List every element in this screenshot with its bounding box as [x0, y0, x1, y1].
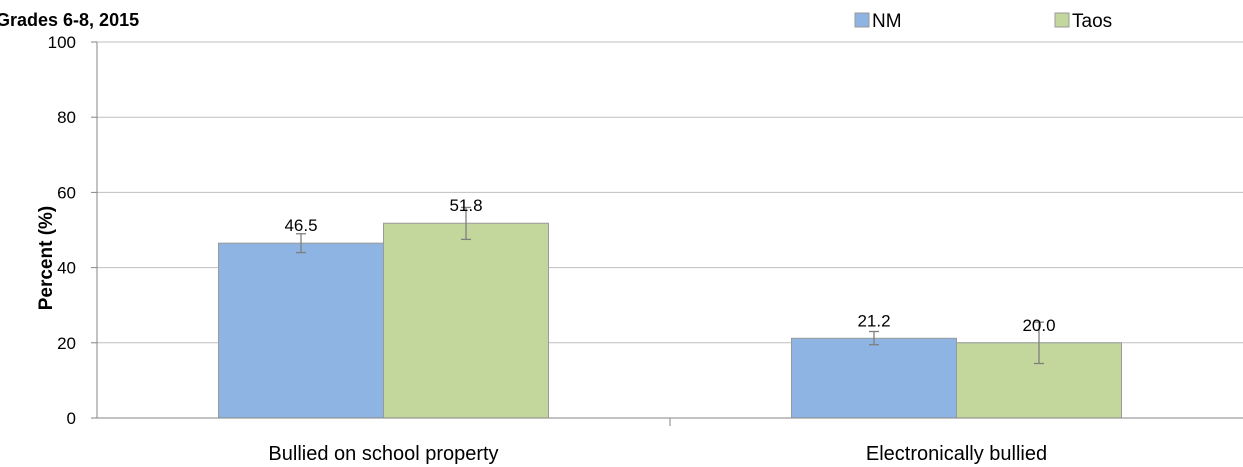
bar-nm-0 [218, 242, 384, 419]
bar-taos-0 [383, 222, 549, 419]
y-tick-label: 100 [48, 33, 76, 52]
category-label-1: Electronically bullied [866, 443, 1047, 465]
y-tick-label: 60 [57, 183, 76, 202]
bars [218, 206, 1122, 419]
labels: 46.5 51.8 Bullied on school property 21.2 20… [268, 196, 1055, 465]
y-axis-label: Percent (%) [36, 206, 57, 311]
y-tick-label: 20 [57, 334, 76, 353]
bar-nm-1 [791, 337, 957, 419]
category-label-0: Bullied on school property [268, 443, 498, 465]
legend-label-nm: NM [872, 11, 902, 32]
chart-title: Grades 6-8, 2015 [0, 10, 139, 30]
axes: 0 20 40 60 80 100 [48, 33, 1243, 428]
data-label-taos-0: 51.8 [449, 196, 482, 215]
legend-swatch-taos [1054, 12, 1070, 28]
y-tick-label: 40 [57, 259, 76, 278]
y-tick-label: 80 [57, 108, 76, 127]
legend-swatch-nm [854, 12, 870, 28]
legend: NM Taos [854, 11, 1112, 32]
data-label-nm-0: 46.5 [284, 216, 317, 235]
data-label-nm-1: 21.2 [857, 311, 890, 330]
y-tick-label: 0 [67, 409, 76, 428]
data-label-taos-1: 20.0 [1022, 316, 1055, 335]
legend-label-taos: Taos [1072, 11, 1112, 32]
